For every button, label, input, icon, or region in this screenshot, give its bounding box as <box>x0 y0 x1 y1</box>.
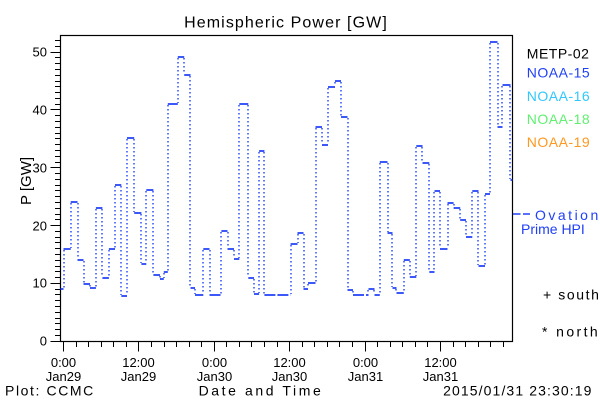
svg-text:30: 30 <box>33 161 47 176</box>
svg-text:Jan29: Jan29 <box>121 369 156 384</box>
svg-text:Jan29: Jan29 <box>46 369 81 384</box>
svg-text:0: 0 <box>40 334 47 349</box>
svg-text:+ south: + south <box>543 287 600 303</box>
svg-text:NOAA-15: NOAA-15 <box>527 65 590 81</box>
svg-text:10: 10 <box>33 276 47 291</box>
svg-text:Prime HPI: Prime HPI <box>521 221 585 237</box>
svg-text:20: 20 <box>33 219 47 234</box>
svg-text:Plot: CCMC: Plot: CCMC <box>5 383 95 399</box>
svg-text:NOAA-16: NOAA-16 <box>527 88 590 104</box>
svg-text:Ovation: Ovation <box>535 207 600 223</box>
svg-text:12:00: 12:00 <box>122 355 155 370</box>
svg-text:2015/01/31 23:30:19: 2015/01/31 23:30:19 <box>443 383 592 399</box>
svg-text:Jan30: Jan30 <box>272 369 307 384</box>
svg-text:Jan31: Jan31 <box>423 369 458 384</box>
svg-text:* north: * north <box>542 324 600 340</box>
svg-text:P [GW]: P [GW] <box>18 157 35 205</box>
svg-text:40: 40 <box>33 103 47 118</box>
svg-text:Jan31: Jan31 <box>348 369 383 384</box>
svg-text:NOAA-19: NOAA-19 <box>527 134 590 150</box>
svg-text:NOAA-18: NOAA-18 <box>527 111 590 127</box>
svg-text:Jan30: Jan30 <box>197 369 232 384</box>
svg-text:50: 50 <box>33 45 47 60</box>
svg-text:0:00: 0:00 <box>51 355 76 370</box>
svg-text:0:00: 0:00 <box>353 355 378 370</box>
svg-text:0:00: 0:00 <box>202 355 227 370</box>
svg-text:12:00: 12:00 <box>424 355 457 370</box>
svg-text:12:00: 12:00 <box>273 355 306 370</box>
svg-text:Date and Time: Date and Time <box>199 383 324 399</box>
svg-text:Hemispheric Power [GW]: Hemispheric Power [GW] <box>184 15 388 32</box>
svg-text:METP-02: METP-02 <box>527 46 590 62</box>
